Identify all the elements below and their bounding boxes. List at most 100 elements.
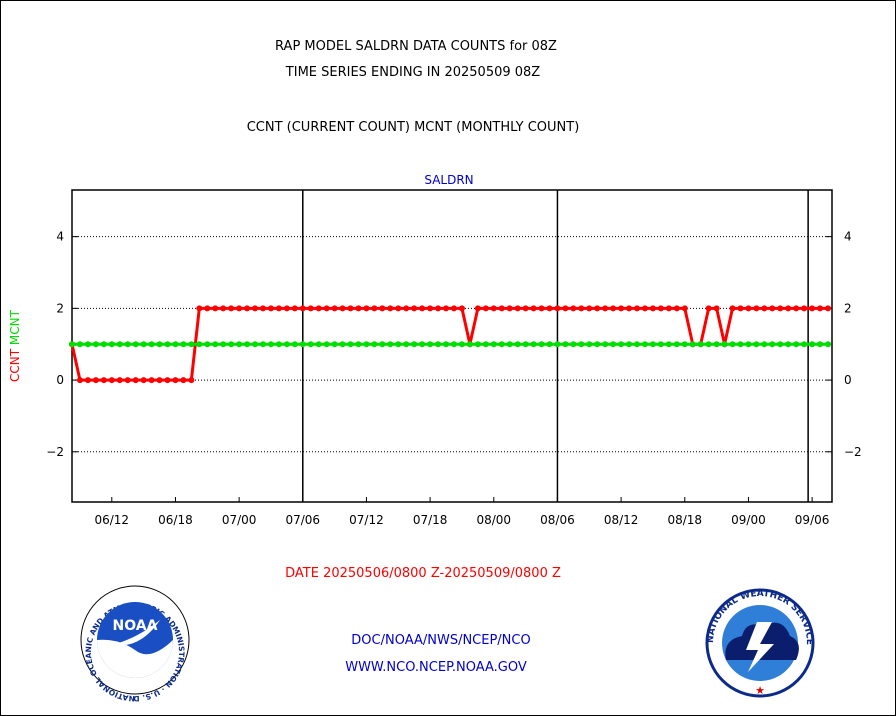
data-point-ccnt	[275, 305, 282, 312]
data-point-mcnt	[665, 341, 672, 348]
data-point-mcnt	[387, 341, 394, 348]
data-point-mcnt	[594, 341, 601, 348]
data-point-ccnt	[570, 305, 577, 312]
data-point-ccnt	[124, 377, 131, 384]
data-point-ccnt	[506, 305, 513, 312]
data-point-ccnt	[777, 305, 784, 312]
data-point-mcnt	[498, 341, 505, 348]
chart-title-line1: RAP MODEL SALDRN DATA COUNTS for 08Z	[275, 39, 557, 54]
data-point-ccnt	[482, 305, 489, 312]
data-point-mcnt	[76, 341, 83, 348]
data-point-mcnt	[411, 341, 418, 348]
data-point-mcnt	[395, 341, 402, 348]
data-point-mcnt	[196, 341, 203, 348]
data-point-ccnt	[634, 305, 641, 312]
data-point-mcnt	[514, 341, 521, 348]
data-point-ccnt	[761, 305, 768, 312]
data-point-ccnt	[649, 305, 656, 312]
data-point-ccnt	[387, 305, 394, 312]
data-point-ccnt	[76, 377, 83, 384]
x-tick-label: 08/06	[540, 513, 575, 527]
data-point-ccnt	[562, 305, 569, 312]
data-point-mcnt	[713, 341, 720, 348]
data-point-mcnt	[204, 341, 211, 348]
data-point-mcnt	[252, 341, 259, 348]
panel-title: SALDRN	[424, 173, 474, 187]
data-point-mcnt	[164, 341, 171, 348]
data-point-mcnt	[689, 341, 696, 348]
data-point-mcnt	[228, 341, 235, 348]
data-point-ccnt	[108, 377, 115, 384]
data-point-mcnt	[259, 341, 266, 348]
data-point-mcnt	[793, 341, 800, 348]
data-point-ccnt	[164, 377, 171, 384]
data-point-ccnt	[427, 305, 434, 312]
data-point-mcnt	[69, 341, 75, 348]
data-point-mcnt	[371, 341, 378, 348]
data-point-ccnt	[148, 377, 155, 384]
data-point-ccnt	[498, 305, 505, 312]
data-point-mcnt	[156, 341, 163, 348]
data-point-mcnt	[267, 341, 274, 348]
data-point-mcnt	[92, 341, 99, 348]
data-point-ccnt	[283, 305, 290, 312]
data-point-mcnt	[562, 341, 569, 348]
org-label: DOC/NOAA/NWS/NCEP/NCO	[351, 633, 531, 648]
data-point-mcnt	[363, 341, 370, 348]
data-point-mcnt	[737, 341, 744, 348]
data-point-mcnt	[108, 341, 115, 348]
data-point-ccnt	[474, 305, 481, 312]
data-point-mcnt	[761, 341, 768, 348]
data-point-mcnt	[347, 341, 354, 348]
data-point-mcnt	[419, 341, 426, 348]
data-point-ccnt	[713, 305, 720, 312]
data-point-ccnt	[443, 305, 450, 312]
data-point-mcnt	[697, 341, 704, 348]
data-point-mcnt	[817, 341, 824, 348]
data-point-ccnt	[156, 377, 163, 384]
data-point-ccnt	[618, 305, 625, 312]
y-tick-label-left: 0	[56, 373, 64, 387]
data-point-ccnt	[347, 305, 354, 312]
data-point-ccnt	[554, 305, 561, 312]
data-point-mcnt	[673, 341, 680, 348]
data-point-ccnt	[522, 305, 529, 312]
data-point-ccnt	[180, 377, 187, 384]
data-point-ccnt	[673, 305, 680, 312]
data-point-mcnt	[705, 341, 712, 348]
data-point-ccnt	[825, 305, 832, 312]
data-point-ccnt	[538, 305, 545, 312]
data-point-ccnt	[339, 305, 346, 312]
data-point-mcnt	[315, 341, 322, 348]
data-point-mcnt	[212, 341, 219, 348]
data-point-mcnt	[116, 341, 123, 348]
data-point-mcnt	[275, 341, 282, 348]
series-line-ccnt	[70, 306, 829, 382]
data-point-mcnt	[753, 341, 760, 348]
data-point-ccnt	[307, 305, 314, 312]
data-point-ccnt	[514, 305, 521, 312]
x-tick-label: 07/00	[222, 513, 257, 527]
data-point-ccnt	[657, 305, 664, 312]
data-point-mcnt	[578, 341, 585, 348]
data-point-ccnt	[196, 305, 203, 312]
data-point-mcnt	[649, 341, 656, 348]
data-point-ccnt	[299, 305, 306, 312]
url-label: WWW.NCO.NCEP.NOAA.GOV	[345, 660, 527, 675]
data-point-mcnt	[220, 341, 227, 348]
x-tick-label: 09/06	[795, 513, 830, 527]
data-point-mcnt	[443, 341, 450, 348]
y-tick-label-left: 2	[56, 301, 64, 315]
data-point-mcnt	[427, 341, 434, 348]
data-point-ccnt	[793, 305, 800, 312]
data-point-ccnt	[132, 377, 139, 384]
data-point-ccnt	[626, 305, 633, 312]
data-point-ccnt	[578, 305, 585, 312]
data-point-ccnt	[172, 377, 179, 384]
x-tick-label: 07/12	[349, 513, 384, 527]
data-point-ccnt	[323, 305, 330, 312]
data-point-ccnt	[100, 377, 107, 384]
date-range-label: DATE 20250506/0800 Z-20250509/0800 Z	[285, 566, 561, 581]
data-point-mcnt	[180, 341, 187, 348]
data-point-mcnt	[729, 341, 736, 348]
